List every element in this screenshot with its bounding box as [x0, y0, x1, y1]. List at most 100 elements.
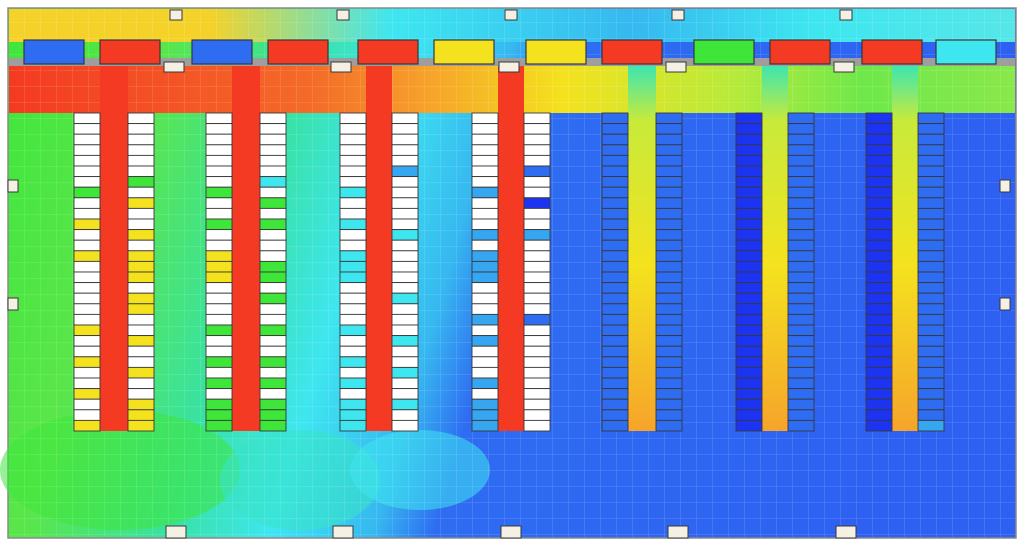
- rack-unit: [127, 207, 155, 220]
- rack-unit: [787, 419, 815, 432]
- rack-unit: [339, 303, 367, 315]
- rack-unit: [735, 366, 763, 379]
- rack-unit: [787, 144, 815, 156]
- rack-row: [865, 112, 893, 432]
- rack-unit: [787, 197, 815, 209]
- rack-unit: [787, 303, 815, 315]
- rack-unit: [655, 218, 683, 231]
- rack-unit: [865, 176, 893, 188]
- rack-unit: [73, 345, 101, 358]
- rack-unit: [127, 335, 155, 347]
- rack-unit: [601, 239, 629, 252]
- rack-unit: [205, 123, 233, 135]
- rack-row: [259, 112, 287, 432]
- hot-aisle-plume: [762, 66, 788, 431]
- rack-unit: [127, 229, 155, 241]
- rack-unit: [655, 324, 683, 337]
- rack-unit: [127, 409, 155, 421]
- rack-unit: [205, 313, 233, 326]
- rack-unit: [127, 176, 155, 188]
- rack-unit: [917, 409, 945, 421]
- rack-unit: [205, 207, 233, 220]
- rack-unit: [865, 207, 893, 220]
- rack-unit: [259, 419, 287, 432]
- rack-unit: [339, 144, 367, 156]
- rack-unit: [735, 176, 763, 188]
- crac-unit: [525, 39, 587, 65]
- rack-unit: [73, 335, 101, 347]
- rack-unit: [205, 154, 233, 167]
- ceiling-vent: [839, 9, 853, 21]
- rack-unit: [787, 388, 815, 400]
- rack-unit: [917, 197, 945, 209]
- rack-unit: [73, 282, 101, 294]
- rack-unit: [655, 419, 683, 432]
- rack-unit: [601, 112, 629, 125]
- rack-unit: [391, 313, 419, 326]
- rack-unit: [259, 133, 287, 146]
- rack-unit: [339, 239, 367, 252]
- rack-unit: [523, 324, 551, 337]
- rack-unit: [655, 186, 683, 199]
- rack-unit: [471, 377, 499, 390]
- rack-unit: [917, 112, 945, 125]
- rack-unit: [917, 218, 945, 231]
- rack-unit: [655, 388, 683, 400]
- rack-unit: [127, 197, 155, 209]
- rack-unit: [735, 345, 763, 358]
- rack-unit: [205, 398, 233, 411]
- rack-unit: [655, 144, 683, 156]
- rack-unit: [523, 197, 551, 209]
- rack-unit: [471, 176, 499, 188]
- rack-unit: [787, 165, 815, 178]
- side-vent: [999, 179, 1011, 193]
- rack-unit: [259, 345, 287, 358]
- hot-aisle-plume: [498, 66, 524, 431]
- rack-unit: [865, 303, 893, 315]
- rack-unit: [391, 123, 419, 135]
- rack-unit: [523, 398, 551, 411]
- rack-unit: [655, 112, 683, 125]
- rack-unit: [787, 260, 815, 273]
- rack-unit: [205, 260, 233, 273]
- rack-unit: [865, 345, 893, 358]
- rack-unit: [735, 419, 763, 432]
- rack-unit: [865, 366, 893, 379]
- crac-unit: [693, 39, 755, 65]
- rack-unit: [601, 303, 629, 315]
- rack-unit: [523, 303, 551, 315]
- rack-unit: [127, 377, 155, 390]
- rack-unit: [787, 398, 815, 411]
- rack-unit: [471, 303, 499, 315]
- rack-unit: [391, 165, 419, 178]
- rack-unit: [523, 250, 551, 262]
- rack-unit: [205, 218, 233, 231]
- rack-unit: [601, 229, 629, 241]
- rack-unit: [601, 324, 629, 337]
- rack-unit: [655, 123, 683, 135]
- rack-unit: [523, 123, 551, 135]
- rack-unit: [73, 229, 101, 241]
- rack-unit: [735, 165, 763, 178]
- rack-unit: [471, 292, 499, 305]
- rack-unit: [391, 133, 419, 146]
- rack-unit: [787, 345, 815, 358]
- rack-unit: [601, 271, 629, 284]
- rack-unit: [73, 409, 101, 421]
- rack-unit: [391, 239, 419, 252]
- rack-unit: [655, 197, 683, 209]
- rack-unit: [391, 419, 419, 432]
- rack-unit: [655, 313, 683, 326]
- rack-unit: [865, 271, 893, 284]
- rack-unit: [339, 345, 367, 358]
- rack-unit: [865, 112, 893, 125]
- rack-unit: [259, 356, 287, 368]
- rack-unit: [655, 335, 683, 347]
- rack-unit: [523, 165, 551, 178]
- ceiling-vent: [671, 9, 685, 21]
- rack-row: [787, 112, 815, 432]
- floor-vent: [332, 525, 354, 539]
- rack-unit: [259, 165, 287, 178]
- rack-unit: [787, 335, 815, 347]
